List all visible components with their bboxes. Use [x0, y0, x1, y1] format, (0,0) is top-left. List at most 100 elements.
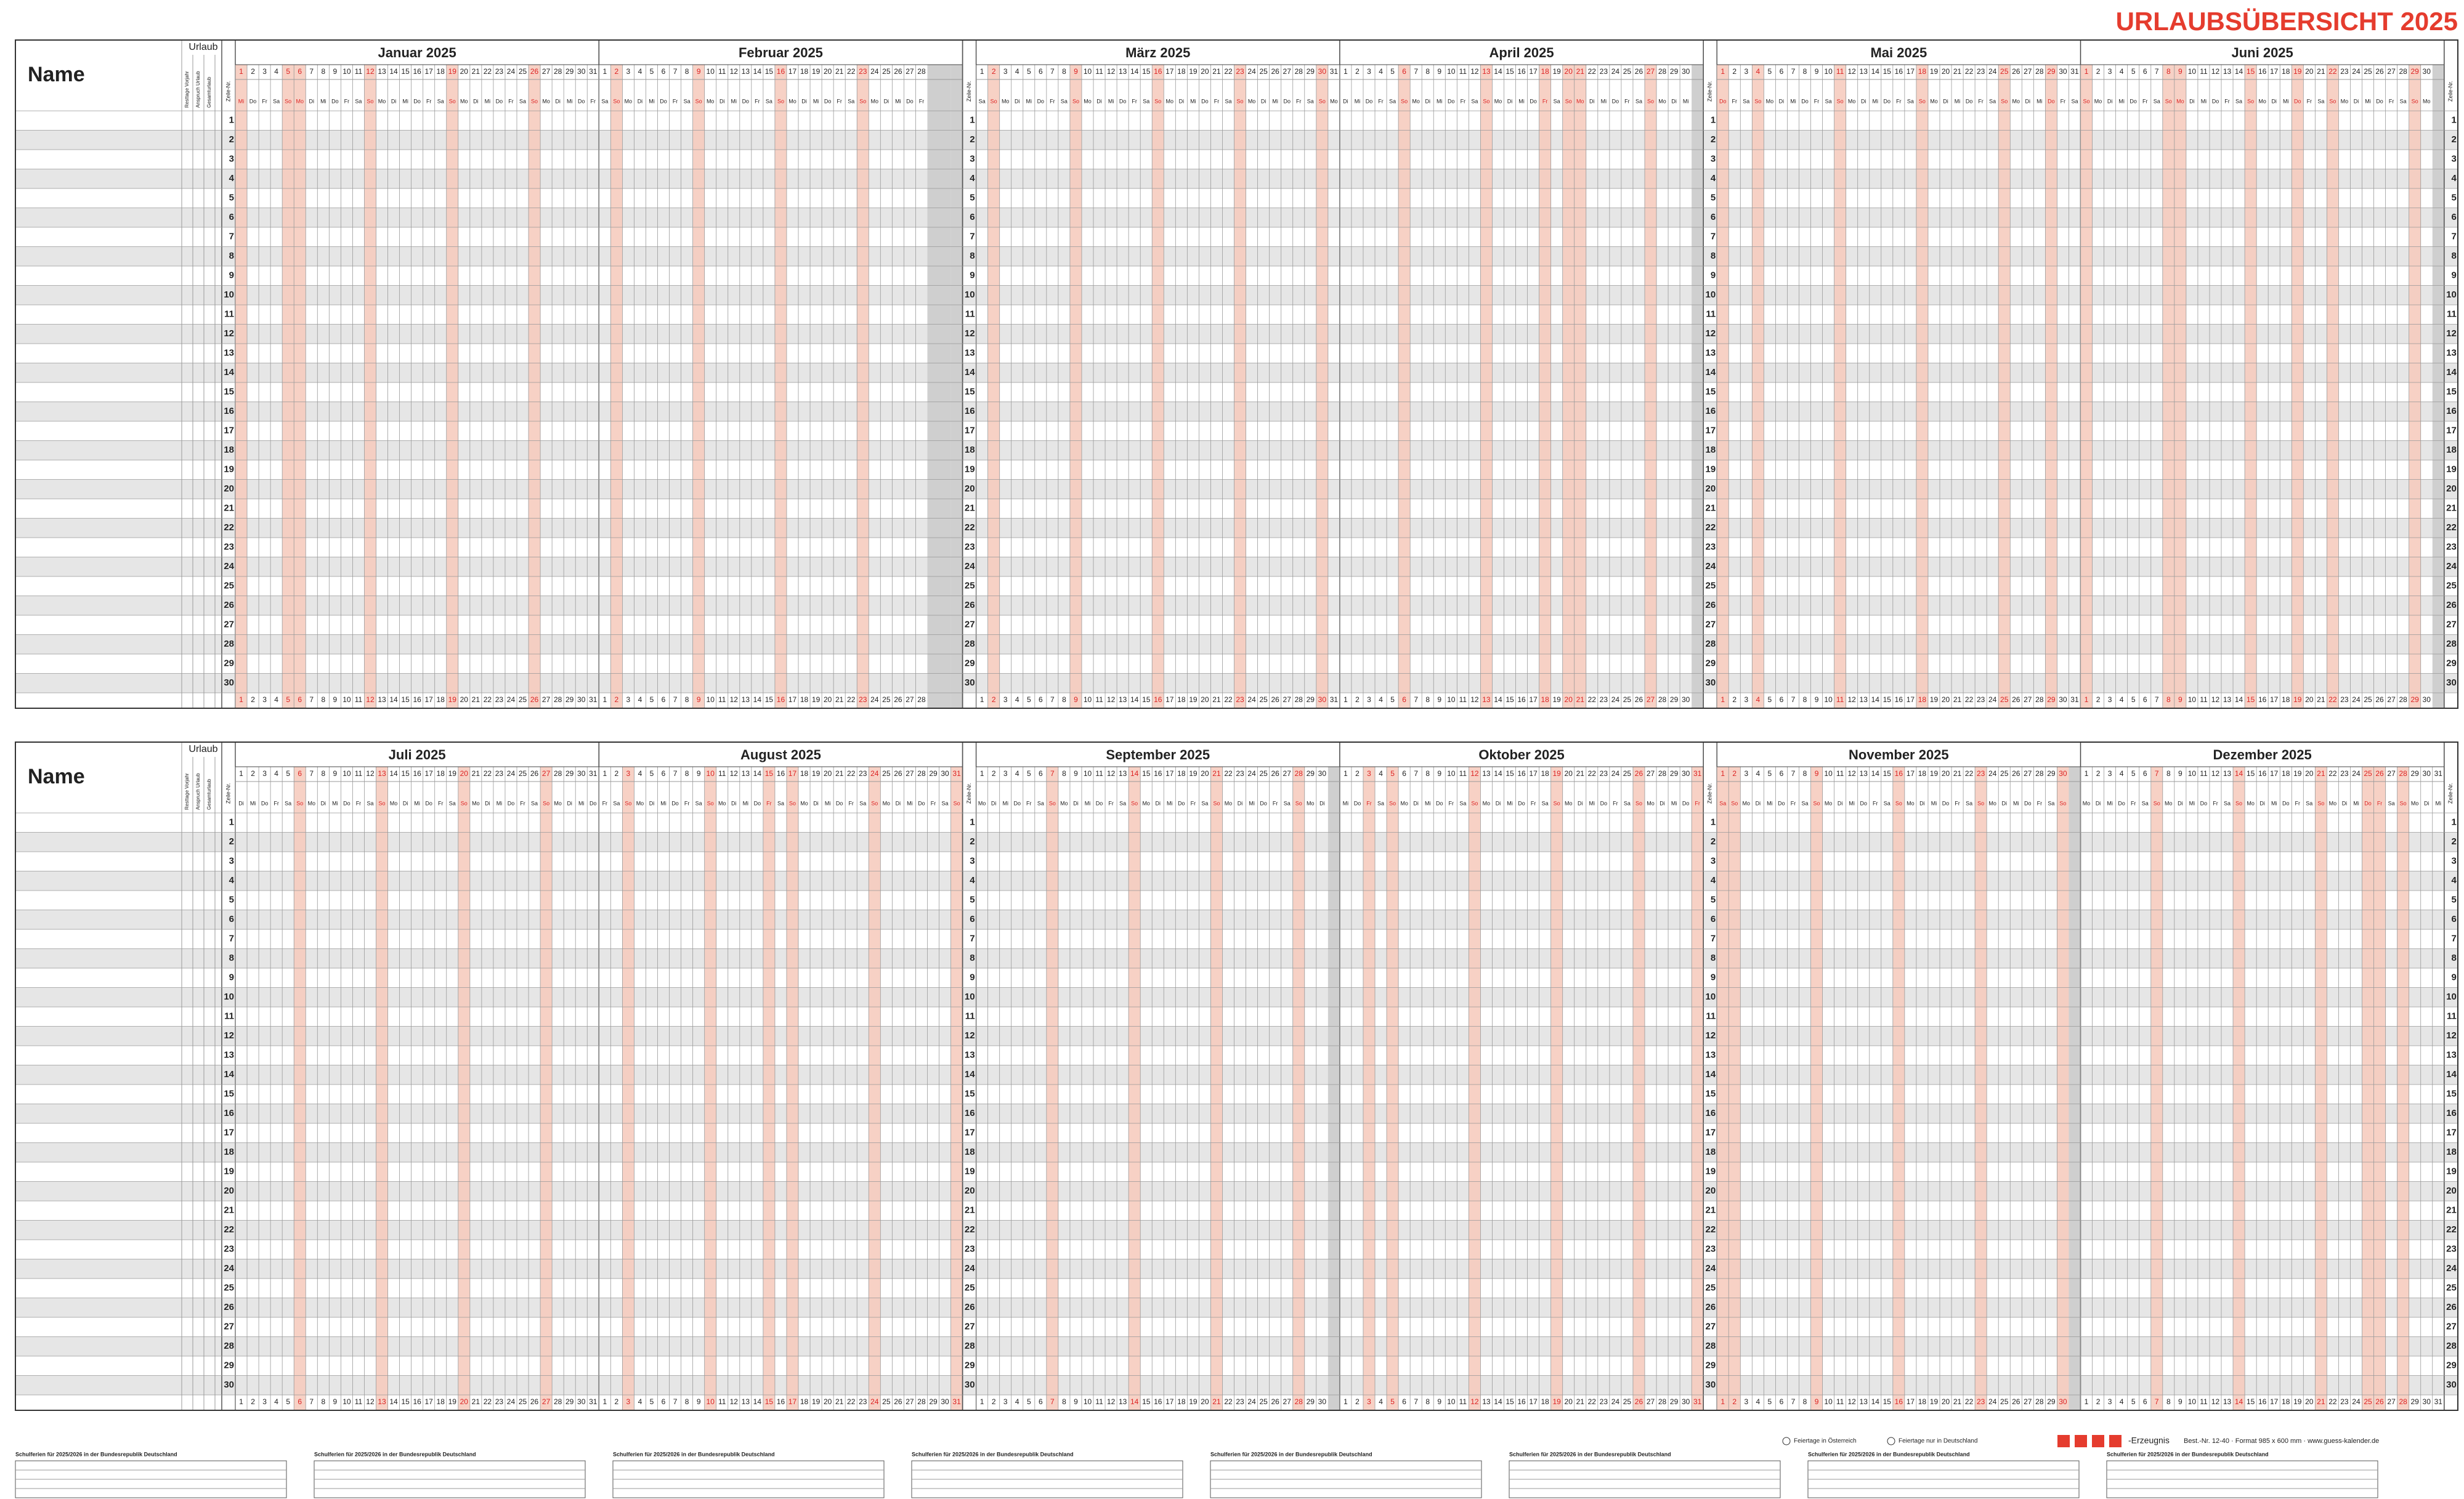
day-number: 6	[1780, 769, 1784, 778]
day-number: 25	[2000, 67, 2009, 76]
weekday: Sa	[2400, 98, 2407, 104]
day-number-bottom: 18	[1541, 1397, 1549, 1406]
day-number: 3	[626, 67, 631, 76]
day-number: 14	[1494, 67, 1502, 76]
row-number: 19	[965, 1166, 975, 1177]
row-number: 3	[2451, 856, 2456, 867]
weekday: Fr	[1214, 98, 1220, 104]
weekday: Mi	[238, 98, 245, 104]
day-number: 15	[1506, 67, 1514, 76]
day-number: 23	[1236, 67, 1244, 76]
day-number-bottom: 3	[1003, 695, 1008, 704]
row-number: 21	[224, 503, 234, 514]
weekday: Mi	[825, 800, 831, 806]
row-number: 10	[2446, 992, 2457, 1002]
weekday: So	[2317, 800, 2324, 806]
day-number-bottom: 21	[1576, 695, 1585, 704]
day-number: 27	[542, 769, 551, 778]
weekday: Di	[309, 98, 315, 104]
row-number: 5	[2451, 193, 2456, 203]
row-number: 23	[965, 542, 975, 552]
unused-day	[939, 65, 951, 708]
weekday: Mo	[308, 800, 316, 806]
weekday: Mi	[1002, 800, 1008, 806]
day-number-bottom: 1	[1720, 695, 1725, 704]
day-number-bottom: 19	[1552, 695, 1561, 704]
day-number: 3	[626, 769, 631, 778]
row-number: 27	[1706, 620, 1716, 630]
row-number: 5	[970, 193, 975, 203]
day-number-bottom: 10	[1084, 1397, 1092, 1406]
weekday: Sa	[1624, 800, 1631, 806]
row-number: 18	[1706, 1147, 1716, 1157]
day-number-bottom: 31	[1693, 1397, 1702, 1406]
weekday: Mi	[1671, 800, 1677, 806]
row-number: 4	[229, 875, 235, 886]
weekday: Do	[906, 98, 914, 104]
day-number-bottom: 9	[333, 1397, 338, 1406]
row-number: 22	[965, 522, 975, 533]
weekday: Fr	[344, 98, 350, 104]
row-number: 29	[965, 658, 975, 669]
day-number: 1	[2085, 769, 2089, 778]
day-number: 12	[2211, 67, 2220, 76]
row-number: 13	[1706, 348, 1716, 358]
title: URLAUBSÜBERSICHT 2025	[2116, 7, 2458, 36]
weekday: Mo	[1483, 800, 1491, 806]
weekday: So	[1731, 800, 1738, 806]
row-number: 30	[2446, 677, 2457, 688]
day-number-bottom: 25	[2364, 695, 2372, 704]
day-number: 9	[1815, 769, 1819, 778]
day-number: 9	[2178, 67, 2182, 76]
weekday: Mi	[2013, 800, 2019, 806]
day-number-bottom: 18	[1918, 695, 1927, 704]
name-label: Name	[28, 765, 85, 788]
day-number: 21	[2317, 67, 2325, 76]
day-number: 5	[1027, 67, 1031, 76]
day-number: 6	[662, 769, 666, 778]
day-number: 26	[530, 67, 539, 76]
sunday-column	[1292, 767, 1305, 1410]
day-number-bottom: 17	[425, 1397, 434, 1406]
half-frame	[15, 39, 2458, 709]
day-number: 7	[309, 769, 314, 778]
row-number: 2	[970, 836, 975, 847]
day-number: 23	[495, 67, 504, 76]
day-number-bottom: 2	[2096, 1397, 2101, 1406]
day-number: 18	[437, 67, 445, 76]
day-number: 25	[882, 769, 891, 778]
day-number-bottom: 10	[342, 1397, 351, 1406]
day-number: 2	[2096, 67, 2101, 76]
weekday: Do	[1682, 800, 1690, 806]
day-number: 24	[1611, 67, 1620, 76]
weekday: Fr	[1461, 98, 1466, 104]
day-number-bottom: 6	[662, 695, 666, 704]
row-number: 17	[1706, 1128, 1716, 1138]
weekday: Mo	[542, 98, 550, 104]
row-number: 21	[965, 1205, 975, 1216]
weekday: Fr	[684, 800, 690, 806]
day-number-bottom: 27	[2024, 695, 2032, 704]
day-number-bottom: 19	[812, 1397, 821, 1406]
weekday: Sa	[613, 800, 620, 806]
day-number: 5	[1390, 769, 1395, 778]
day-number-bottom: 22	[1588, 1397, 1597, 1406]
day-number-bottom: 11	[355, 1397, 363, 1406]
day-number-bottom: 18	[1541, 695, 1549, 704]
month-name: Januar 2025	[378, 45, 456, 60]
weekday: Mi	[332, 800, 338, 806]
day-number: 4	[1756, 769, 1761, 778]
day-number: 15	[1142, 769, 1151, 778]
row-number: 8	[970, 251, 975, 261]
row-number: 24	[2446, 561, 2457, 572]
weekday: Di	[1319, 800, 1325, 806]
order-text: Best.-Nr. 12-40 · Format 985 x 600 mm · …	[2184, 1437, 2379, 1445]
weekday: Sa	[355, 98, 362, 104]
day-number-bottom: 31	[2070, 695, 2079, 704]
day-number-bottom: 8	[2166, 695, 2171, 704]
day-number: 1	[602, 769, 607, 778]
row-number: 23	[1706, 542, 1716, 552]
day-number: 10	[1084, 67, 1092, 76]
row-number: 26	[1706, 600, 1716, 610]
